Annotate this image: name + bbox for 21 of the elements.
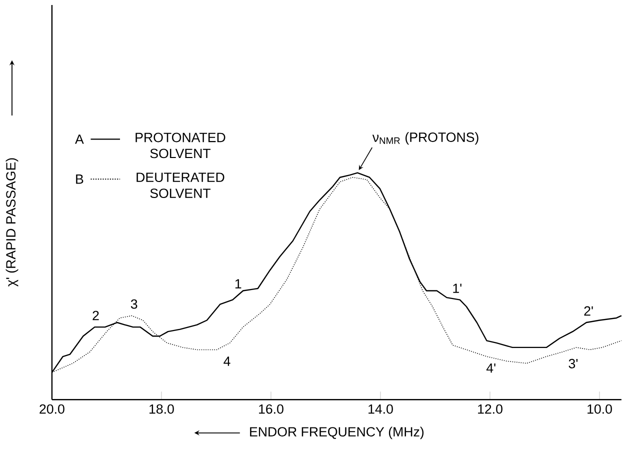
x-tick-label: 16.0: [259, 404, 284, 414]
annotation: 1: [235, 279, 242, 289]
x-tick-label: 20.0: [40, 404, 64, 414]
annotation: 4': [486, 364, 496, 373]
annotation: 4: [224, 356, 230, 366]
legend-label: DEUTERATED SOLVENT: [136, 172, 224, 198]
annotation: 3': [568, 359, 578, 369]
text: A: [75, 134, 84, 144]
y-axis-title: χ' (RAPID PASSAGE): [6, 158, 18, 287]
annotation: ν$_{NMR}$ (PROTONS): [372, 132, 478, 145]
x-tick-label: 14.0: [368, 404, 393, 414]
x-tick-label: 12.0: [478, 404, 502, 414]
x-tick-label: 18.0: [150, 404, 174, 414]
annotation: 2: [92, 311, 99, 320]
annotation: B: [76, 174, 84, 184]
annotation: 2': [584, 306, 593, 316]
annotation: 3: [130, 300, 138, 309]
x-axis-title: ENDOR FREQUENCY (MHz): [250, 426, 424, 440]
legend-label: PROTONATED SOLVENT: [136, 132, 226, 158]
x-tick-label: 10.0: [588, 404, 612, 414]
annotation: 1': [453, 284, 462, 294]
